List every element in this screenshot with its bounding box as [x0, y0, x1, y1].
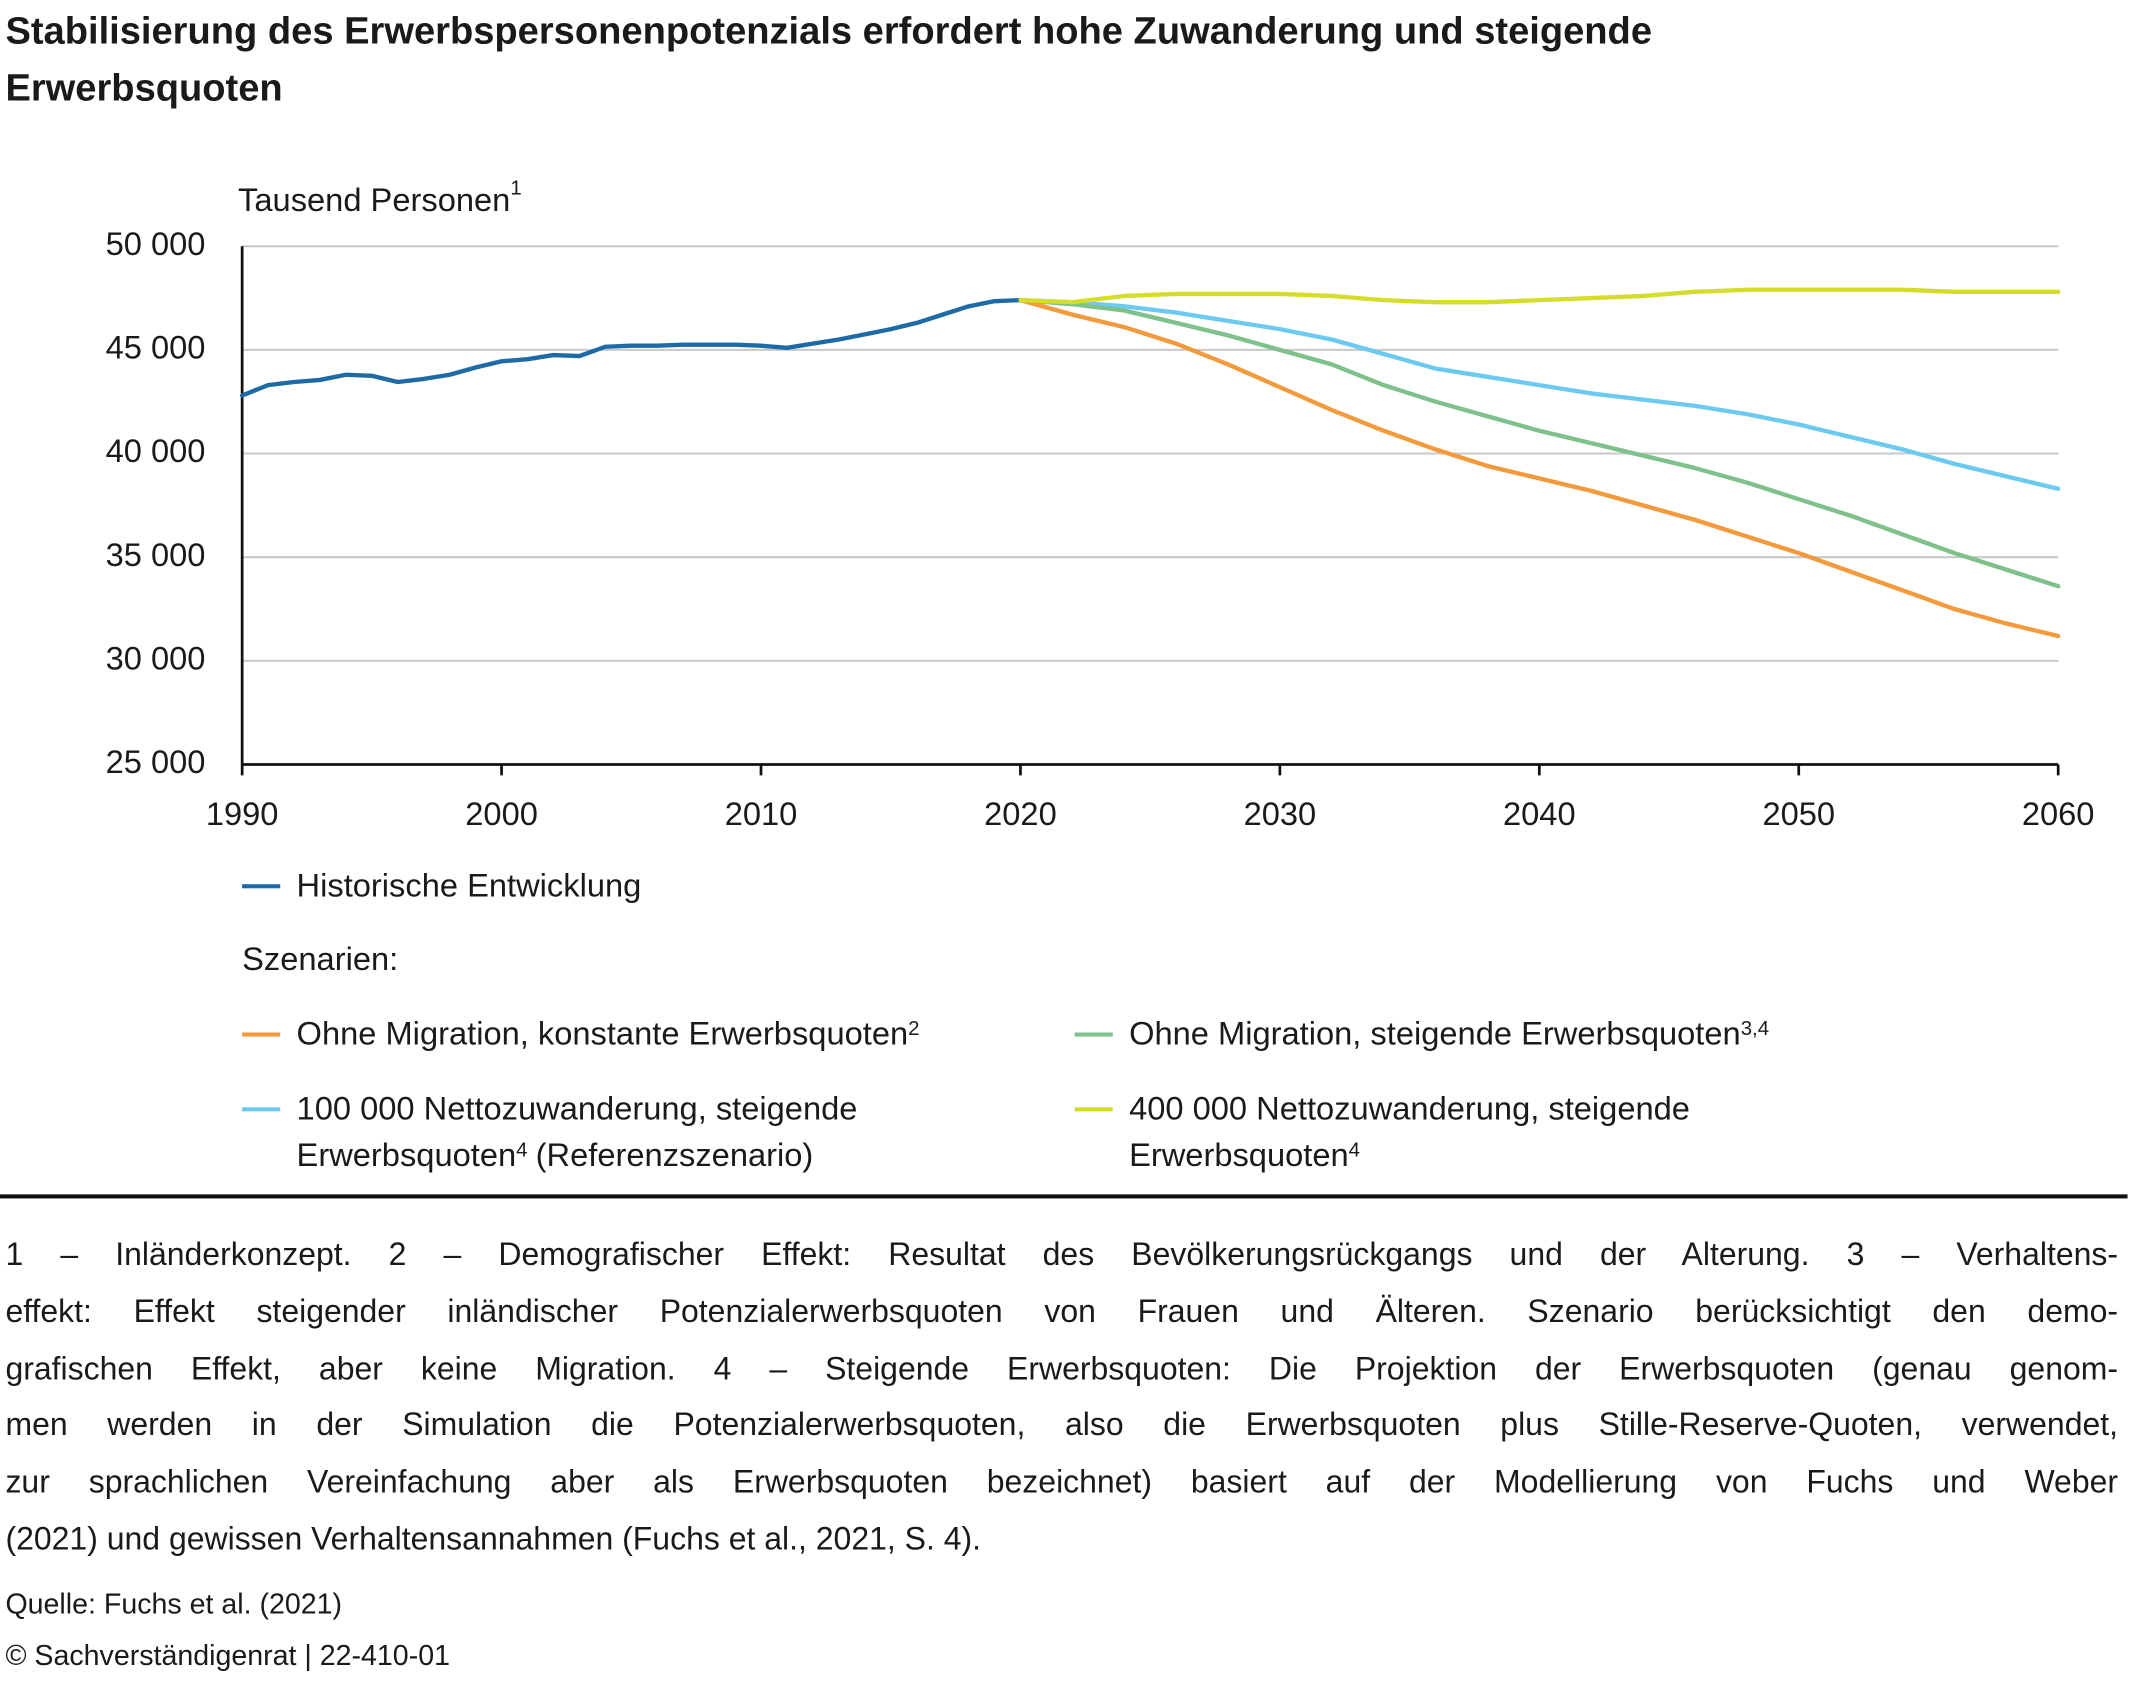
- footnote-line: grafischen Effekt, aber keine Migration.…: [5, 1350, 2119, 1386]
- series-line: [1018, 287, 2061, 305]
- y-axis-title: Tausend Personen: [238, 182, 511, 220]
- legend-swatch: [242, 884, 281, 889]
- footnote-marker: 2: [908, 1017, 920, 1041]
- series-line: [1018, 297, 2061, 639]
- y-tick-label: 50 000: [106, 225, 206, 262]
- legend-suffix: (Referenzszenario): [535, 1137, 814, 1174]
- legend-label: Historische Entwicklung: [296, 867, 642, 905]
- legend-swatch: [242, 1032, 281, 1037]
- x-tick-label: 1990: [206, 795, 279, 832]
- legend-swatch: [1074, 1032, 1113, 1037]
- legend-text: 400 000 Nettozuwanderung, steigende Erwe…: [1129, 1087, 1891, 1180]
- x-tick-label: 2060: [2022, 795, 2095, 832]
- footnote-marker: 1: [510, 176, 522, 200]
- legend-text: Ohne Migration, steigende Erwerbsquoten3…: [1129, 1012, 1769, 1058]
- footnote-marker: 4: [1348, 1138, 1361, 1162]
- legend-text: Historische Entwicklung: [297, 864, 642, 910]
- legend-heading: Szenarien:: [242, 941, 399, 979]
- legend-item: 100 000 Nettozuwanderung, steigende Erwe…: [242, 1087, 1058, 1180]
- footnote-marker: 3,4: [1740, 1017, 1770, 1041]
- footnotes: 1 – Inländerkonzept. 2 – Demografischer …: [5, 1227, 2118, 1568]
- legend-text: Ohne Migration, konstante Erwerbsquoten2: [297, 1012, 920, 1058]
- legend-swatch: [1074, 1107, 1113, 1112]
- footnote-line: effekt: Effekt steigender inländischer P…: [5, 1293, 2119, 1329]
- legend-item: Historische Entwicklung: [242, 864, 641, 910]
- footnote-line: 1 – Inländerkonzept. 2 – Demografischer …: [5, 1236, 2119, 1272]
- x-tick-label: 2000: [465, 795, 538, 832]
- footnote-line: zur sprachlichen Vereinfachung aber als …: [5, 1463, 2119, 1500]
- y-tick-label: 25 000: [106, 743, 206, 780]
- x-tick-label: 2040: [1503, 795, 1576, 832]
- plot: 25 000 30 000 35 000 40 000 45 000 50 000 1990…: [106, 225, 2095, 832]
- chart-title: Stabilisierung des Erwerbspersonenpotenz…: [5, 9, 1653, 109]
- y-tick-label: 45 000: [106, 329, 206, 366]
- footnote-line: men werden in der Simulation die Potenzi…: [5, 1407, 2119, 1443]
- separator: [0, 1194, 2128, 1199]
- footnote-marker: 4: [516, 1138, 528, 1162]
- x-tick-label: 2010: [725, 795, 798, 832]
- y-tick-label: 30 000: [106, 639, 206, 676]
- legend-swatch: [242, 1107, 281, 1112]
- x-tick-label: 2030: [1244, 795, 1317, 832]
- legend-text: 100 000 Nettozuwanderung, steigende Erwe…: [297, 1087, 1059, 1180]
- series-line: [239, 297, 1023, 398]
- legend-item: 400 000 Nettozuwanderung, steigende Erwe…: [1074, 1087, 1891, 1180]
- x-tick-label: 2050: [1762, 795, 1835, 832]
- x-tick-label: 2020: [984, 795, 1057, 832]
- legend-label: 400 000 Nettozuwanderung, steigende Erwe…: [1129, 1090, 1690, 1174]
- legend-label: Ohne Migration, konstante Erwerbsquoten: [296, 1016, 909, 1053]
- series-line: [1018, 297, 2061, 589]
- source: Quelle: Fuchs et al. (2021): [5, 1588, 343, 1621]
- y-axis-label: Tausend Personen1: [238, 177, 522, 220]
- y-tick-label: 35 000: [106, 536, 206, 573]
- series-line: [1018, 297, 2061, 491]
- copyright: © Sachverständigenrat | 22-410-01: [5, 1640, 450, 1672]
- footnote-line: (2021) und gewissen Verhaltensannahmen (…: [5, 1520, 982, 1557]
- legend-label: Ohne Migration, steigende Erwerbsquoten: [1129, 1016, 1741, 1053]
- legend-item: Ohne Migration, steigende Erwerbsquoten3…: [1074, 1012, 1769, 1058]
- y-tick-label: 40 000: [106, 432, 206, 469]
- legend-label: 100 000 Nettozuwanderung, steigende Erwe…: [296, 1090, 858, 1174]
- legend-item: Ohne Migration, konstante Erwerbsquoten2: [242, 1012, 919, 1058]
